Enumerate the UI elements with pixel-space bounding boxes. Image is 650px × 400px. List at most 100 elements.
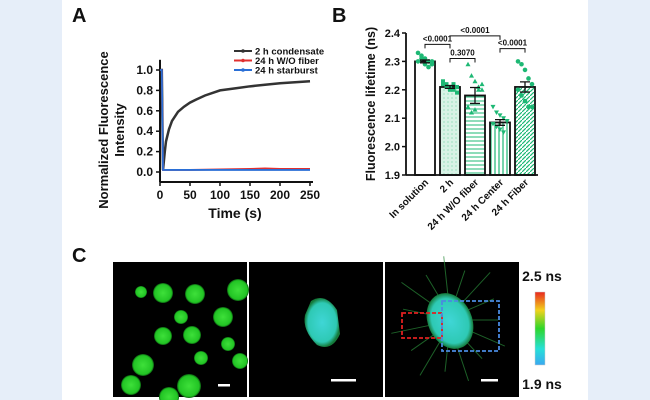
panel-label-a: A — [72, 5, 86, 27]
fiber — [419, 341, 441, 376]
y-axis-label: Fluorescence lifetime (ns) — [364, 27, 378, 181]
condensate — [304, 298, 340, 347]
x-tick-label: 200 — [270, 188, 290, 202]
legend-marker — [241, 58, 245, 63]
legend-marker — [241, 68, 245, 72]
significance-bracket — [499, 48, 526, 53]
data-point — [494, 110, 499, 116]
y-axis-label: Intensity — [112, 103, 127, 157]
data-point — [415, 59, 421, 64]
x-axis-label: Time (s) — [208, 205, 261, 221]
droplet — [132, 354, 154, 376]
frap-chart: 0.0 0.2 0.4 0.6 0.8 1.0 0 50 100 150 200 250 Time (s… — [96, 47, 324, 222]
droplet — [227, 279, 249, 301]
x-tick-label: 0 — [157, 188, 164, 202]
y-tick-label: 2.0 — [385, 142, 400, 154]
data-point — [448, 87, 452, 92]
data-point — [479, 87, 485, 92]
legend-marker — [241, 49, 245, 53]
data-point — [472, 107, 478, 112]
x-tick-label: 2 h — [438, 177, 456, 195]
data-point — [469, 73, 474, 78]
p-value-label: <0.0001 — [460, 26, 490, 35]
significance-bracket — [449, 35, 501, 40]
flim-images: 2.5 ns 1.9 ns — [113, 256, 562, 400]
data-point — [472, 78, 478, 84]
y-tick-label: 1.0 — [136, 63, 153, 77]
error-bar — [520, 81, 530, 93]
y-axis-label: Normalized Fluorescence — [96, 51, 111, 209]
data-point — [501, 130, 506, 135]
y-tick-label: 0.2 — [136, 145, 153, 159]
droplet — [121, 375, 141, 395]
fiber — [463, 272, 491, 302]
data-point — [490, 104, 496, 110]
fiber-roi-box — [401, 312, 443, 339]
droplet — [153, 283, 173, 303]
y-tick-label: 2.3 — [385, 56, 400, 68]
droplet — [135, 286, 147, 298]
scale-bar — [481, 379, 498, 382]
data-point — [504, 119, 510, 124]
x-tick-label: 100 — [210, 188, 230, 202]
data-point — [515, 87, 521, 93]
y-tick-label: 2.2 — [385, 85, 400, 97]
colorbar-min-label: 1.9 ns — [522, 376, 562, 392]
p-value-label: <0.0001 — [498, 39, 528, 48]
data-point — [426, 64, 431, 70]
droplet — [154, 327, 172, 345]
x-tick-label: 250 — [300, 188, 320, 202]
starburst-core — [426, 293, 474, 349]
data-point — [479, 81, 485, 87]
data-point — [522, 67, 528, 73]
fiber — [391, 324, 431, 334]
data-point — [444, 84, 449, 89]
significance-bracket — [424, 43, 451, 49]
data-point — [465, 104, 471, 109]
y-tick-label: 1.9 — [385, 170, 400, 182]
fiber — [402, 308, 431, 316]
legend-label: 24 h starburst — [255, 66, 319, 77]
y-tick-label: 0.0 — [136, 165, 153, 179]
microscopy-image-1 — [113, 262, 247, 397]
data-point — [497, 127, 503, 133]
x-tick-label: 50 — [183, 188, 197, 202]
colorbar-max-label: 2.5 ns — [522, 268, 562, 284]
bar — [414, 60, 436, 176]
y-tick-label: 0.8 — [136, 83, 153, 97]
y-tick-label: 2.1 — [385, 113, 400, 125]
error-bar — [470, 86, 480, 105]
data-point — [469, 110, 474, 115]
data-point — [465, 61, 471, 67]
data-point — [455, 84, 459, 89]
scale-bar — [218, 384, 230, 387]
x-tick-label: In solution — [388, 177, 432, 221]
error-bar — [495, 118, 505, 126]
data-point — [441, 82, 445, 87]
data-point — [455, 90, 459, 95]
data-point — [529, 81, 535, 87]
error-bar — [420, 59, 430, 64]
droplet — [174, 310, 188, 324]
data-point — [415, 50, 421, 56]
droplet — [177, 374, 201, 398]
fiber — [425, 274, 441, 299]
y-tick-label: 2.4 — [385, 28, 401, 40]
data-point — [522, 98, 528, 104]
legend-label: 24 h W/O fiber — [255, 56, 319, 67]
bar — [439, 86, 461, 176]
x-tick-label: 150 — [240, 188, 260, 202]
fiber — [401, 281, 435, 306]
data-point — [451, 82, 456, 87]
data-point — [526, 76, 531, 81]
data-point — [441, 79, 445, 84]
panel-label-b: B — [332, 5, 346, 27]
fiber — [410, 334, 435, 351]
droplet — [159, 387, 179, 400]
y-tick-label: 0.6 — [136, 104, 153, 118]
fiber — [468, 298, 495, 311]
data-point — [451, 87, 456, 92]
data-point — [519, 93, 524, 98]
figure: A B C 0.0 0.2 0.4 0.6 0.8 1.0 0 50 100 150 200 250 T… — [62, 0, 588, 400]
